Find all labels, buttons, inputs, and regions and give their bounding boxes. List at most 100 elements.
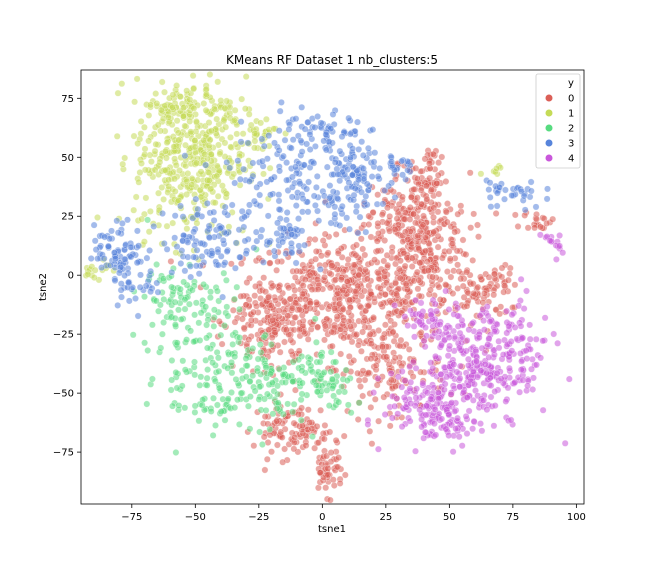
data-point: [531, 224, 539, 232]
data-point: [266, 425, 274, 433]
data-point: [411, 333, 418, 341]
data-point: [153, 279, 161, 287]
data-point: [328, 328, 336, 336]
data-point: [455, 344, 463, 352]
data-point: [559, 249, 567, 257]
data-point: [368, 173, 376, 181]
data-point: [243, 362, 251, 370]
data-point: [401, 313, 409, 321]
data-point: [269, 316, 277, 324]
data-point: [202, 303, 210, 311]
data-point: [333, 194, 341, 202]
data-point: [335, 398, 343, 406]
data-point: [441, 380, 449, 388]
data-point: [306, 271, 314, 279]
data-point: [417, 368, 425, 376]
data-point: [415, 276, 423, 284]
data-point: [260, 170, 267, 178]
data-point: [319, 237, 327, 245]
data-point: [90, 274, 98, 282]
data-point: [92, 246, 100, 254]
data-point: [549, 215, 557, 223]
data-point: [158, 330, 166, 338]
data-point: [279, 152, 287, 160]
data-point: [511, 378, 519, 386]
data-point: [283, 209, 291, 216]
data-point: [394, 410, 402, 418]
data-point: [257, 119, 265, 127]
data-point: [321, 322, 329, 330]
data-point: [374, 173, 382, 180]
data-point: [527, 187, 535, 195]
data-point: [183, 87, 191, 95]
data-point: [537, 354, 545, 362]
data-point: [276, 224, 284, 232]
data-point: [110, 249, 118, 257]
data-point: [250, 244, 258, 252]
data-point: [485, 186, 493, 194]
data-point: [154, 288, 162, 296]
data-point: [349, 145, 357, 153]
data-point: [435, 159, 443, 167]
data-point: [502, 397, 510, 405]
data-point: [287, 348, 295, 355]
data-point: [433, 307, 441, 315]
data-point: [442, 324, 450, 332]
data-point: [157, 344, 165, 352]
data-point: [205, 119, 213, 127]
data-point: [231, 295, 238, 303]
data-point: [178, 247, 186, 255]
data-point: [214, 261, 222, 269]
data-point: [517, 366, 525, 374]
data-point: [366, 330, 374, 338]
data-point: [358, 188, 365, 196]
data-point: [291, 163, 299, 171]
data-point: [250, 197, 258, 205]
data-point: [392, 290, 400, 298]
data-point: [400, 394, 408, 401]
data-point: [344, 278, 351, 286]
plot-frame: [80, 69, 585, 505]
data-point: [301, 241, 309, 249]
data-point: [251, 292, 259, 300]
x-axis-label: tsne1: [318, 524, 346, 535]
data-point: [556, 232, 564, 239]
data-point: [561, 439, 569, 447]
data-point: [252, 282, 259, 290]
data-point: [445, 247, 453, 255]
data-point: [363, 275, 371, 283]
data-point: [217, 331, 225, 339]
data-point: [343, 214, 351, 222]
data-point: [292, 115, 300, 123]
data-point: [398, 368, 406, 375]
data-point: [339, 305, 347, 313]
data-point: [527, 178, 535, 186]
data-point: [532, 203, 540, 211]
data-point: [279, 238, 287, 246]
data-point: [232, 239, 240, 247]
data-point: [472, 357, 480, 365]
data-point: [274, 399, 282, 407]
data-point: [311, 124, 319, 131]
data-point: [216, 150, 224, 158]
data-point: [370, 158, 378, 166]
data-point: [111, 255, 119, 263]
data-point: [565, 375, 573, 383]
data-point: [273, 417, 281, 425]
data-point: [338, 202, 346, 210]
data-point: [298, 367, 306, 375]
data-point: [173, 82, 181, 90]
data-point: [429, 364, 437, 372]
data-point: [398, 383, 406, 391]
data-point: [181, 404, 189, 412]
data-point: [523, 287, 530, 295]
data-point: [408, 263, 416, 270]
data-point: [147, 101, 154, 109]
data-point: [171, 234, 179, 242]
data-point: [304, 208, 312, 216]
data-point: [312, 381, 320, 389]
data-point: [303, 185, 311, 193]
data-point: [361, 376, 369, 384]
data-point: [407, 307, 414, 315]
data-point: [367, 340, 375, 348]
